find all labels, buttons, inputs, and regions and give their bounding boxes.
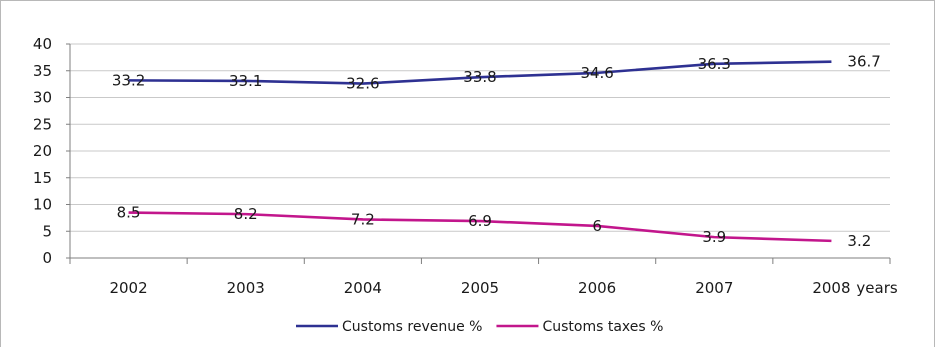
- x-axis-label: years: [856, 279, 897, 297]
- x-tick-label: 2002: [109, 279, 147, 297]
- data-label: 33.1: [229, 72, 262, 90]
- y-tick-label: 30: [33, 89, 52, 107]
- data-label: 33.2: [112, 71, 145, 89]
- series-lines: [128, 60, 832, 243]
- data-label: 3.9: [702, 228, 726, 246]
- legend: Customs revenue % Customs taxes %: [296, 319, 663, 335]
- data-label: 6.9: [468, 212, 492, 230]
- x-tick-label: 2006: [578, 279, 616, 297]
- data-label: 33.8: [463, 68, 496, 86]
- data-label: 8.5: [117, 204, 141, 222]
- y-tick-label: 15: [33, 169, 52, 187]
- y-axis-ticks: 0 5 10 15 20 25 30 35 40: [33, 35, 70, 267]
- y-tick-label: 35: [33, 62, 52, 80]
- x-tick-label: 2004: [344, 279, 382, 297]
- x-tick-label: 2005: [461, 279, 499, 297]
- x-tick-label: 2008: [812, 279, 850, 297]
- y-tick-label: 5: [42, 222, 52, 240]
- x-tick-label: 2007: [695, 279, 733, 297]
- legend-label-2: Customs taxes %: [542, 319, 663, 335]
- data-label: 6: [592, 217, 602, 235]
- series-line-2: [128, 211, 832, 243]
- data-label: 8.2: [234, 205, 258, 223]
- x-tick-label: 2003: [227, 279, 265, 297]
- data-label: 36.3: [698, 55, 731, 73]
- y-tick-label: 10: [33, 196, 52, 214]
- data-label: 36.7: [847, 53, 880, 71]
- y-tick-label: 20: [33, 142, 52, 160]
- data-label: 7.2: [351, 210, 375, 228]
- data-labels: 33.2 33.1 32.6 33.8 34.6 36.3 36.7 8.5 8.2 7.2 6.9…: [112, 53, 881, 250]
- y-tick-label: 0: [42, 249, 52, 267]
- legend-label-1: Customs revenue %: [342, 319, 482, 335]
- data-label: 34.6: [580, 64, 613, 82]
- data-label: 32.6: [346, 75, 379, 93]
- x-axis-ticks: 2002 2003 2004 2005 2006 2007 2008: [69, 258, 891, 297]
- grid-lines: [70, 43, 890, 232]
- y-tick-label: 40: [33, 35, 52, 53]
- data-label: 3.2: [847, 232, 871, 250]
- series-line-1: [128, 60, 832, 85]
- y-tick-label: 25: [33, 115, 52, 133]
